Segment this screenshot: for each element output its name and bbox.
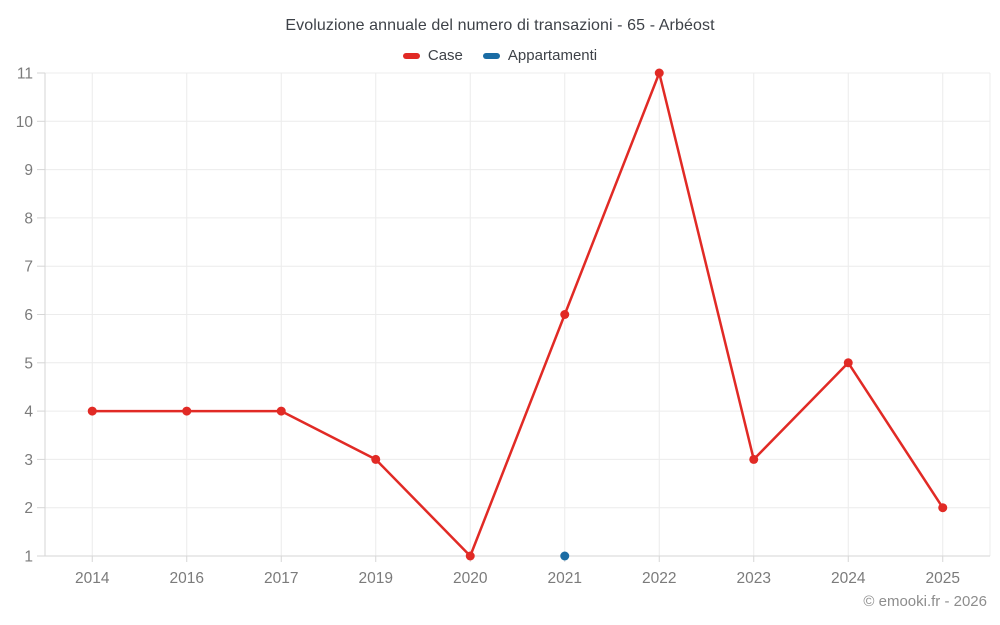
svg-text:2023: 2023 [737, 570, 771, 587]
svg-text:9: 9 [24, 162, 33, 179]
svg-text:2024: 2024 [831, 570, 866, 587]
legend-label-appartamenti: Appartamenti [507, 47, 598, 64]
appartamenti-series-swatch-icon [482, 52, 500, 59]
svg-text:1: 1 [24, 549, 33, 566]
svg-text:3: 3 [24, 452, 33, 469]
svg-text:2017: 2017 [264, 570, 298, 587]
svg-text:2: 2 [24, 500, 33, 517]
case-series-swatch-icon [402, 52, 420, 59]
svg-text:8: 8 [24, 210, 33, 227]
svg-text:2020: 2020 [453, 570, 488, 587]
copyright-attribution: © emooki.fr - 2026 [863, 593, 987, 610]
svg-text:7: 7 [24, 259, 33, 276]
svg-text:2025: 2025 [926, 570, 960, 587]
chart-title: Evoluzione annuale del numero di transaz… [285, 17, 715, 34]
svg-text:2022: 2022 [642, 570, 676, 587]
legend: Case Appartamenti [0, 47, 1000, 64]
svg-text:5: 5 [24, 355, 33, 372]
svg-text:2014: 2014 [75, 570, 110, 587]
legend-item-case[interactable]: Case [402, 47, 463, 64]
svg-text:6: 6 [24, 307, 33, 324]
svg-text:10: 10 [16, 114, 34, 131]
svg-text:2021: 2021 [548, 570, 582, 587]
svg-text:2016: 2016 [170, 570, 204, 587]
svg-text:2019: 2019 [359, 570, 393, 587]
svg-text:4: 4 [24, 404, 33, 421]
legend-label-case: Case [427, 47, 463, 64]
legend-item-appartamenti[interactable]: Appartamenti [482, 47, 598, 64]
svg-text:11: 11 [17, 66, 33, 83]
